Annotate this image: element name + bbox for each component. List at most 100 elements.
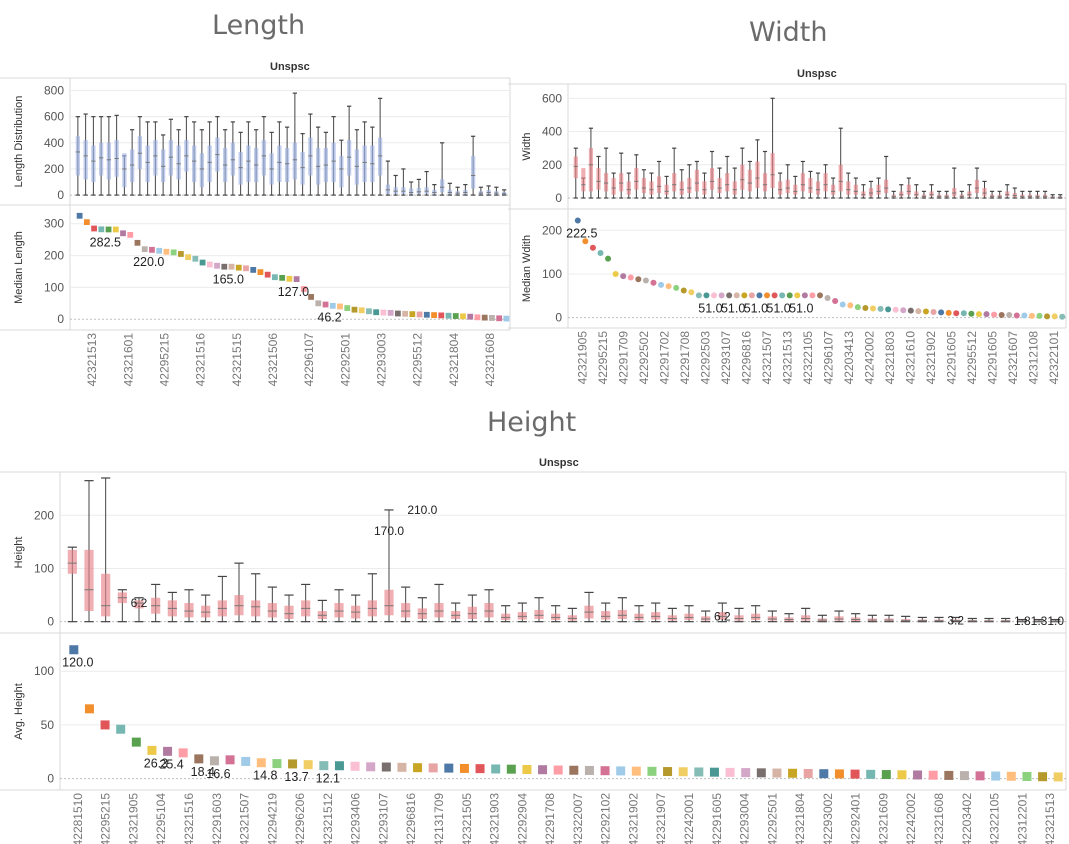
height-data-point	[428, 763, 438, 773]
length-box	[284, 148, 290, 183]
width-box	[755, 161, 760, 189]
length-box	[153, 140, 158, 176]
width-box	[868, 188, 874, 197]
length-box	[176, 145, 181, 180]
length-dashboard-title: Length	[212, 10, 306, 41]
length-data-point	[351, 306, 358, 313]
width-box	[967, 191, 972, 197]
length-data-point	[337, 303, 343, 310]
height-ylabel: Avg. Height	[13, 683, 25, 740]
width-box	[747, 169, 752, 192]
width-data-point	[839, 301, 846, 308]
height-box	[651, 612, 661, 620]
length-data-point	[83, 219, 90, 226]
length-data-label: 165.0	[213, 273, 244, 287]
width-box	[793, 184, 798, 195]
height-box	[284, 605, 294, 620]
height-data-point	[944, 770, 954, 780]
height-xtick-label: 42321512	[321, 793, 335, 844]
length-data-point	[206, 261, 213, 268]
width-data-point	[832, 298, 839, 305]
width-xtick-label: 42321607	[1006, 331, 1020, 385]
length-data-label: 282.5	[90, 235, 121, 249]
height-data-point	[1022, 771, 1032, 781]
width-data-point	[650, 279, 657, 286]
length-ytick-label: 200	[44, 162, 64, 176]
height-box	[401, 603, 411, 618]
height-data-label: 3.2	[947, 614, 964, 628]
length-box	[424, 187, 429, 194]
height-data-point	[975, 771, 985, 781]
height-data-point	[459, 763, 469, 773]
height-data-point	[772, 768, 782, 778]
width-box	[815, 181, 821, 195]
height-ytick-label: 100	[34, 664, 54, 678]
width-box	[838, 164, 843, 192]
width-data-point	[764, 292, 771, 299]
width-xtick-label: 42296816	[739, 331, 753, 385]
height-box	[517, 612, 527, 620]
length-data-point	[394, 310, 401, 317]
width-xtick-label: 42296107	[821, 331, 835, 385]
length-ylabel: Length Distribution	[13, 96, 25, 188]
length-data-point	[503, 315, 510, 322]
length-box	[199, 153, 205, 188]
width-xtick-label: 42321803	[883, 331, 897, 385]
width-data-point	[794, 292, 801, 299]
width-data-point	[582, 238, 589, 245]
width-box	[853, 184, 858, 195]
length-data-point	[149, 246, 155, 253]
height-box	[501, 613, 511, 621]
height-data-point	[663, 767, 673, 777]
height-data-point	[381, 762, 391, 772]
height-data-label: 14.8	[253, 769, 277, 783]
width-xtick-label: 42322101	[1047, 331, 1061, 385]
width-box	[846, 181, 851, 195]
width-data-point	[771, 292, 778, 299]
height-data-point	[991, 771, 1001, 781]
width-data-point	[801, 292, 808, 299]
width-data-point	[627, 274, 634, 281]
height-data-point	[522, 765, 532, 774]
width-data-point	[703, 292, 710, 299]
height-xtick-label: 42242002	[904, 793, 918, 844]
width-xtick-label: 42321507	[760, 331, 774, 385]
height-ytick-label: 0	[47, 615, 54, 629]
width-box	[709, 168, 715, 190]
width-xtick-label: 42321610	[903, 331, 917, 385]
width-data-point	[991, 311, 998, 318]
height-xtick-label: 42321609	[876, 793, 890, 844]
width-data-point	[824, 294, 831, 301]
height-box	[251, 600, 261, 617]
height-data-point	[959, 771, 969, 781]
length-data-point	[467, 313, 474, 320]
height-box	[67, 549, 77, 574]
length-data-point	[315, 300, 322, 307]
width-box	[687, 178, 692, 194]
length-xtick-label: 42321513	[85, 333, 99, 387]
length-data-point	[387, 309, 394, 316]
length-data-label: 220.0	[133, 255, 164, 269]
length-box	[339, 155, 344, 188]
length-box	[331, 142, 336, 183]
length-data-point	[120, 230, 126, 237]
width-ytick-label: 400	[542, 125, 562, 139]
width-data-point	[574, 217, 581, 224]
width-xtick-label: 42295215	[596, 331, 610, 385]
height-xtick-label: 42296206	[293, 793, 307, 844]
height-data-label: 120.0	[62, 656, 93, 670]
length-xtick-label: 42321608	[483, 333, 497, 387]
length-ytick-label: 600	[44, 110, 64, 124]
height-xtick-label: 42321608	[932, 793, 946, 844]
length-ytick-label: 100	[44, 280, 64, 294]
width-ylabel: Width	[521, 132, 533, 160]
height-box	[667, 615, 677, 621]
height-xtick-label: 42292401	[849, 793, 863, 844]
width-data-point	[862, 305, 869, 312]
length-data-point	[286, 275, 293, 282]
height-data-label: 12.1	[316, 772, 340, 786]
height-data-point	[491, 764, 501, 774]
length-box	[207, 145, 212, 183]
length-data-point	[474, 314, 481, 321]
width-box	[596, 168, 601, 190]
